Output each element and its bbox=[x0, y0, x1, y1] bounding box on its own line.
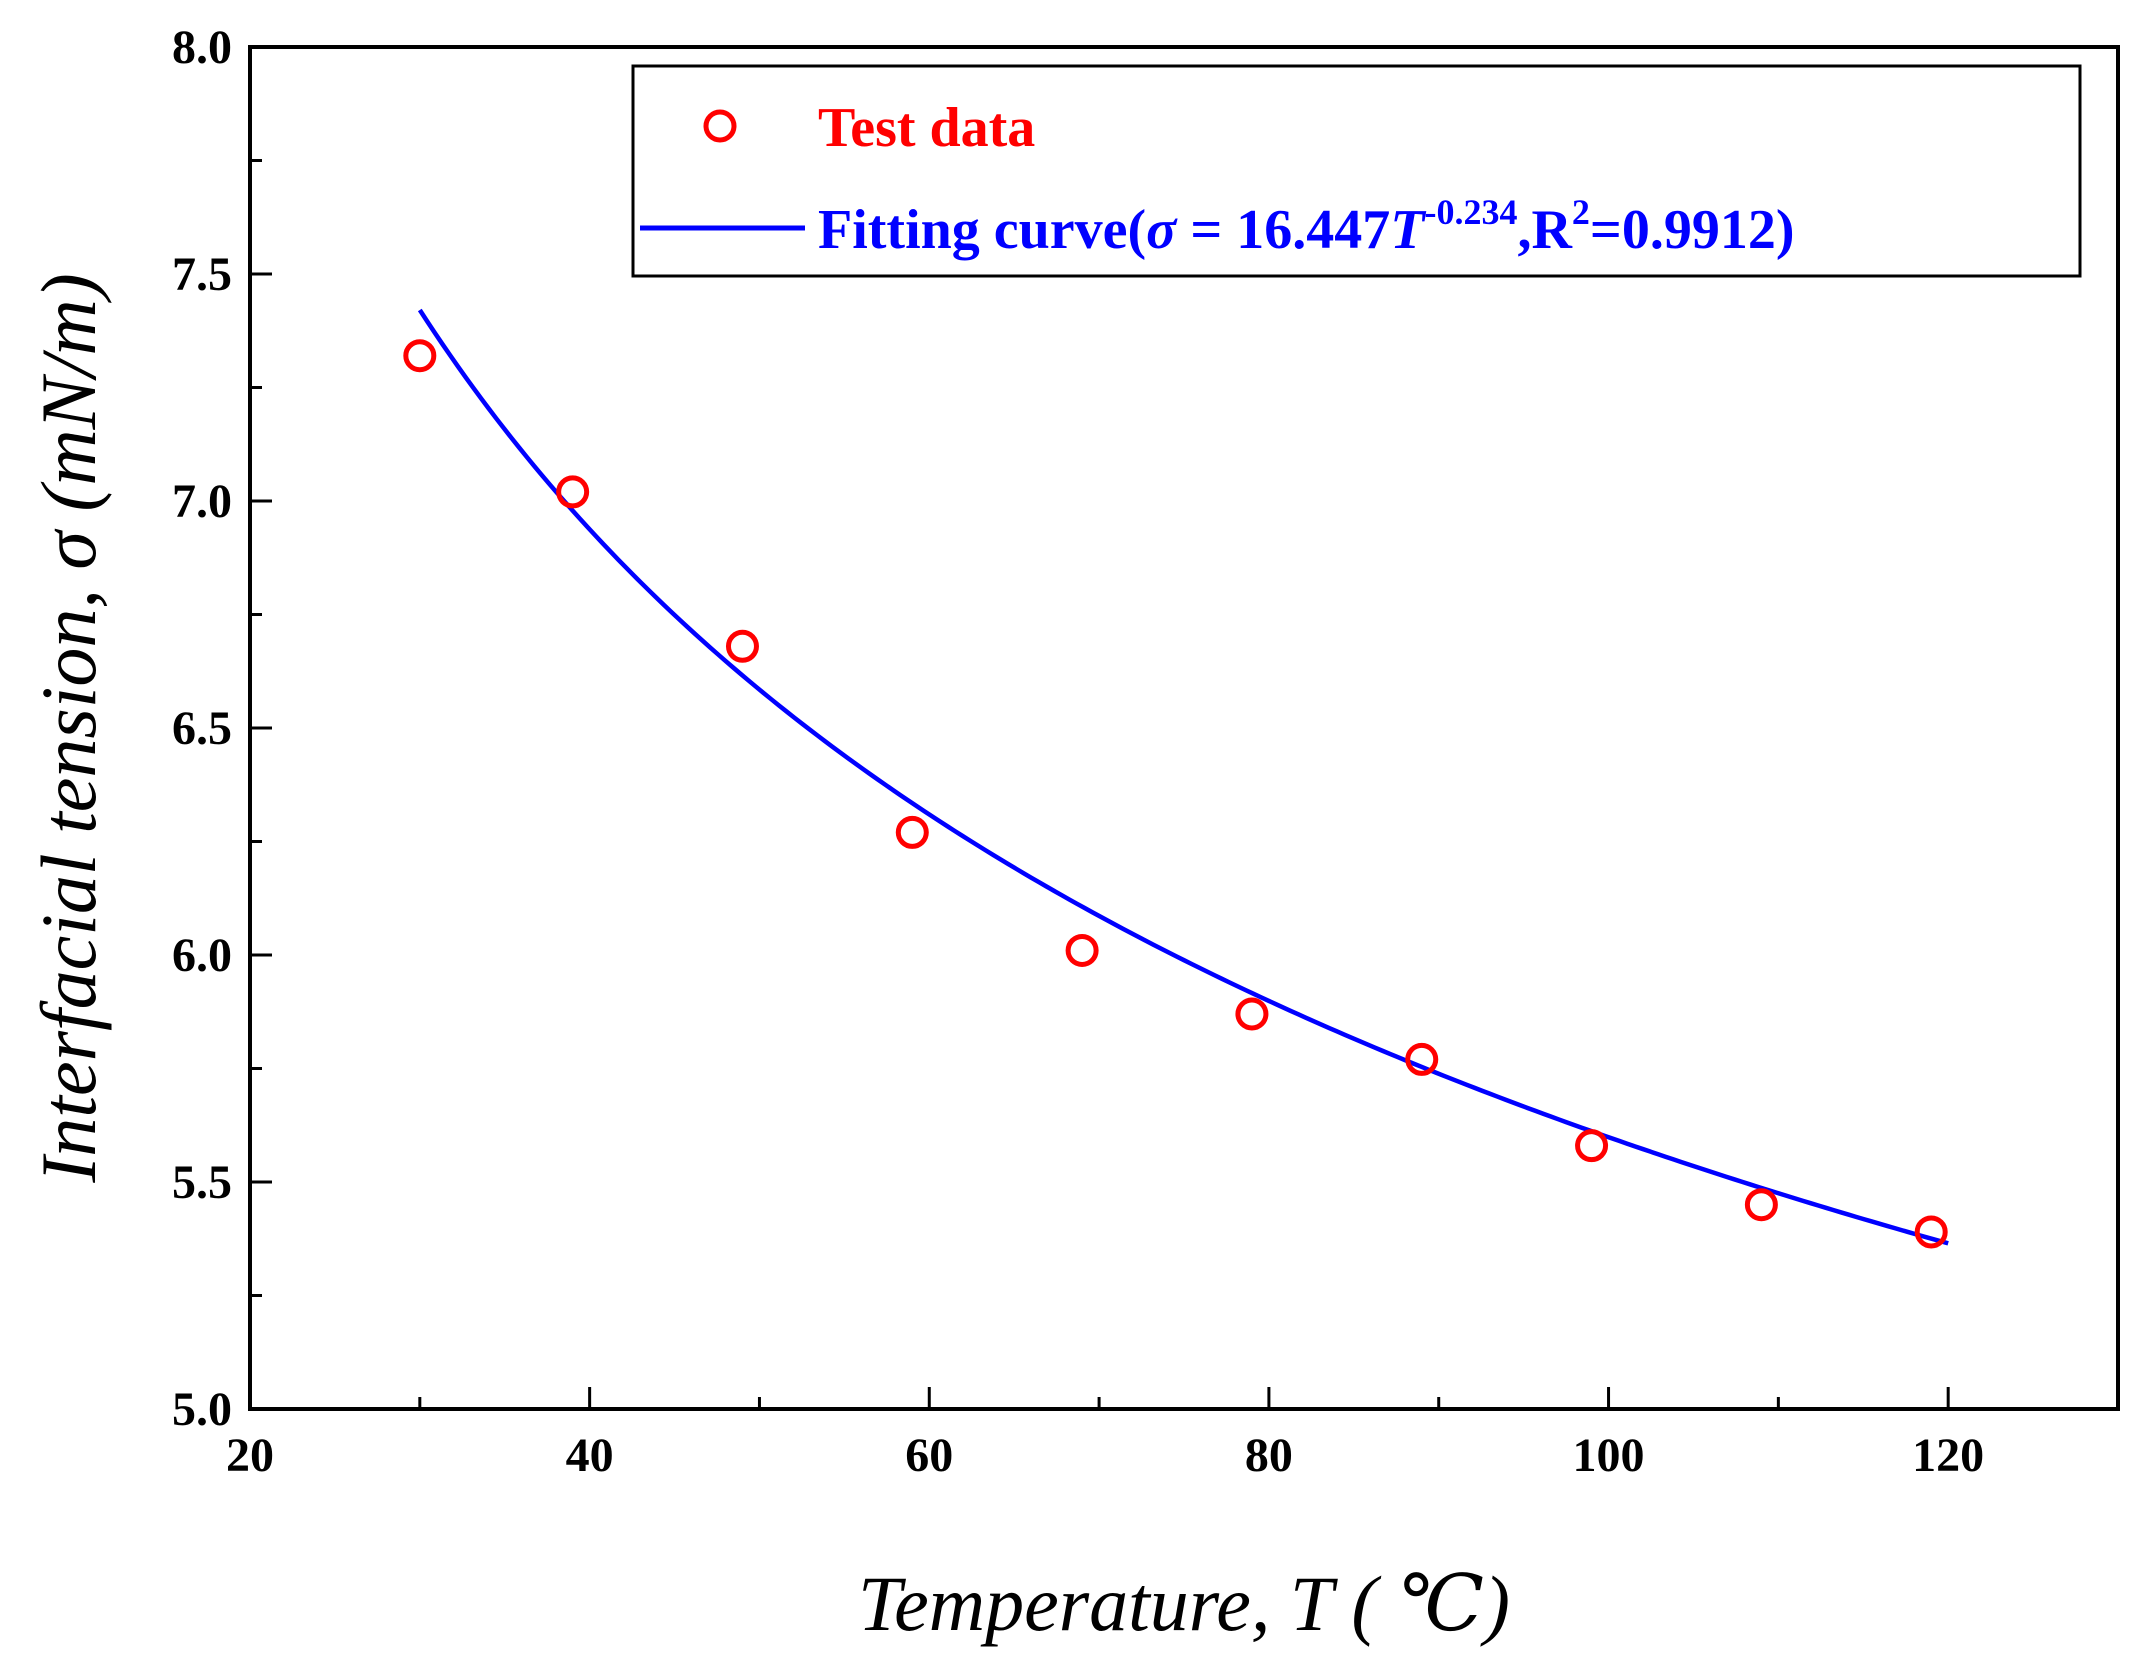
data-point bbox=[1914, 1215, 1948, 1249]
y-tick-label: 6.0 bbox=[172, 929, 232, 982]
legend-fit-r-sup: 2 bbox=[1572, 192, 1590, 232]
fitting-curve bbox=[417, 308, 1949, 1246]
data-point bbox=[895, 815, 929, 849]
y-tick-label: 6.5 bbox=[172, 702, 232, 755]
data-point bbox=[1575, 1129, 1609, 1163]
x-axis-title: Temperature, T ( ℃) bbox=[858, 1560, 1510, 1647]
y-tick-label: 8.0 bbox=[172, 21, 232, 74]
data-point bbox=[1405, 1042, 1439, 1076]
legend-fit-sigma: σ bbox=[1146, 199, 1178, 261]
legend-fit-prefix: Fitting curve( bbox=[818, 199, 1146, 261]
legend-box bbox=[631, 64, 2082, 278]
legend-fit-eq: = 16.447 bbox=[1176, 199, 1390, 261]
data-point bbox=[1235, 997, 1269, 1031]
data-point bbox=[1744, 1188, 1778, 1222]
legend-fit-label: Fitting curve(σ = 16.447T-0.234,R2=0.991… bbox=[818, 192, 1794, 261]
tick-labels: 20 40 60 80 100 120 5.0 5.5 6.0 6.5 7.0 7.5 8.0 bbox=[172, 21, 1984, 1482]
y-axis-title: Interfacial tension, σ (mN/m) bbox=[25, 273, 112, 1183]
legend: Test data Fitting curve(σ = 16.447T-0.23… bbox=[631, 64, 2082, 278]
y-tick-label: 5.0 bbox=[172, 1383, 232, 1436]
test-data-markers bbox=[403, 339, 1948, 1249]
legend-fit-r: ,R bbox=[1517, 199, 1572, 261]
x-tick-label: 20 bbox=[226, 1429, 274, 1482]
data-point bbox=[403, 339, 437, 373]
x-tick-label: 100 bbox=[1573, 1429, 1645, 1482]
y-tick-label: 5.5 bbox=[172, 1156, 232, 1209]
y-tick-label: 7.0 bbox=[172, 475, 232, 528]
y-tick-label: 7.5 bbox=[172, 248, 232, 301]
legend-fit-r-val: =0.9912) bbox=[1590, 199, 1795, 261]
x-tick-label: 80 bbox=[1245, 1429, 1293, 1482]
legend-test-marker bbox=[703, 109, 737, 143]
legend-fit-T: T bbox=[1390, 199, 1427, 261]
data-point bbox=[1065, 933, 1099, 967]
axis-ticks bbox=[248, 45, 2120, 1411]
data-point bbox=[556, 475, 590, 509]
data-point bbox=[725, 629, 759, 663]
x-tick-label: 40 bbox=[566, 1429, 614, 1482]
legend-fit-exp: -0.234 bbox=[1424, 192, 1517, 232]
legend-test-label: Test data bbox=[818, 97, 1035, 159]
x-tick-label: 60 bbox=[905, 1429, 953, 1482]
x-tick-label: 120 bbox=[1912, 1429, 1984, 1482]
